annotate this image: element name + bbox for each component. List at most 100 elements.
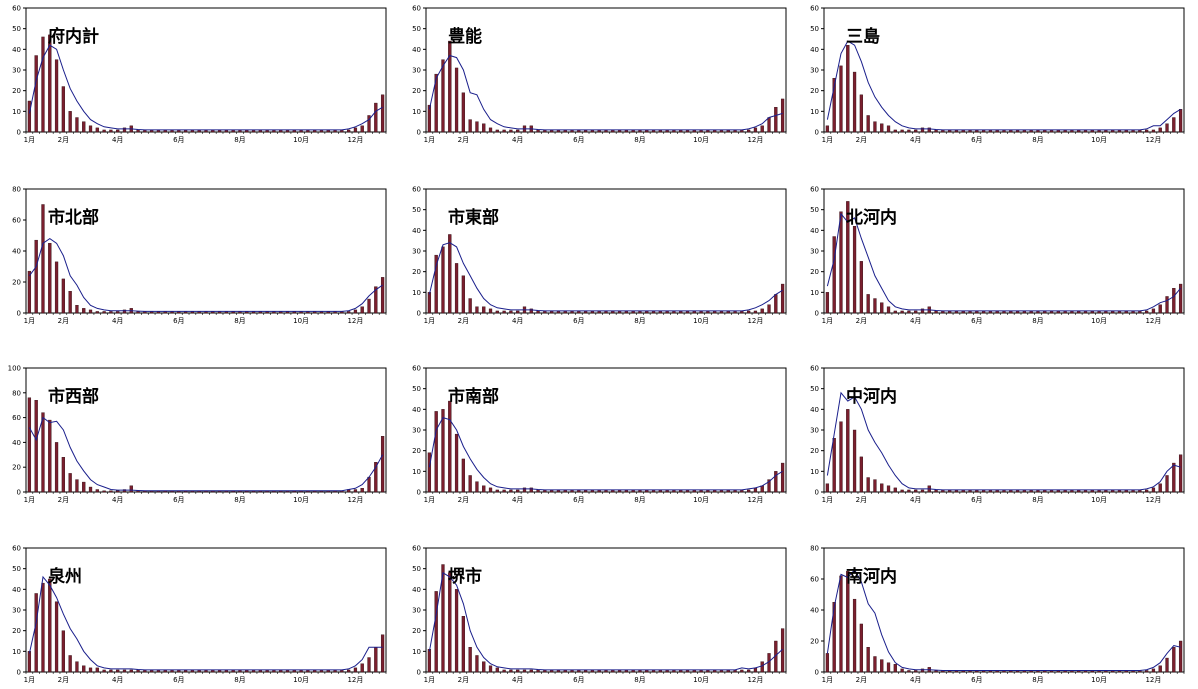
bar bbox=[68, 111, 72, 133]
bar bbox=[920, 127, 925, 133]
y-tick-label: 60 bbox=[412, 545, 421, 553]
bar bbox=[1178, 283, 1183, 314]
bar bbox=[68, 291, 72, 314]
bar bbox=[109, 311, 113, 314]
x-tick-label: 4月 bbox=[512, 317, 523, 325]
bar bbox=[488, 487, 493, 493]
x-tick-label: 6月 bbox=[971, 496, 982, 504]
y-tick-label: 40 bbox=[810, 406, 819, 414]
bar bbox=[448, 234, 452, 314]
bar bbox=[852, 598, 857, 673]
trend-line bbox=[28, 416, 384, 492]
bar bbox=[427, 292, 432, 314]
bar bbox=[34, 593, 38, 673]
bar bbox=[825, 125, 830, 133]
y-tick-label: 30 bbox=[12, 67, 21, 75]
bar bbox=[434, 254, 438, 314]
bar bbox=[353, 309, 358, 314]
x-tick-label: 8月 bbox=[234, 676, 245, 684]
bar bbox=[482, 123, 486, 133]
bar bbox=[136, 129, 140, 133]
bar bbox=[753, 310, 758, 314]
bar bbox=[82, 308, 86, 314]
plot-frame bbox=[25, 7, 387, 133]
x-tick-label: 2月 bbox=[58, 496, 69, 504]
bar bbox=[495, 129, 499, 133]
chart-panel: 0 10 20 30 40 50 60 1月 2月 4月 6月 8月 10月 12月 中河内 bbox=[810, 365, 1185, 504]
bar bbox=[832, 78, 836, 133]
bar bbox=[886, 125, 891, 133]
plot-frame bbox=[25, 188, 387, 314]
bar bbox=[88, 486, 93, 493]
bar bbox=[441, 409, 445, 493]
bar bbox=[852, 71, 857, 133]
y-tick-label: 0 bbox=[417, 310, 421, 318]
bar bbox=[886, 662, 891, 673]
y-tick-label: 0 bbox=[17, 129, 21, 137]
bar bbox=[767, 479, 771, 493]
x-tick-label: 2月 bbox=[458, 317, 469, 325]
bar bbox=[116, 311, 120, 314]
x-tick-label: 1月 bbox=[24, 136, 35, 144]
x-tick-label: 12月 bbox=[747, 317, 763, 325]
y-tick-label: 20 bbox=[12, 279, 21, 287]
chart-panel: 0 10 20 30 40 50 60 1月 2月 4月 6月 8月 10月 12月 三島 bbox=[810, 5, 1185, 144]
bar bbox=[760, 308, 764, 314]
x-tick-label: 1月 bbox=[24, 676, 35, 684]
bar bbox=[95, 489, 99, 493]
y-tick-label: 20 bbox=[412, 268, 421, 276]
y-tick-label: 0 bbox=[815, 669, 819, 677]
y-tick-label: 20 bbox=[412, 627, 421, 635]
plot-frame bbox=[823, 7, 1185, 133]
bar bbox=[852, 225, 857, 314]
bar bbox=[900, 668, 904, 673]
bar bbox=[839, 65, 843, 133]
bar bbox=[747, 669, 751, 673]
bar bbox=[907, 489, 911, 493]
x-tick-label: 12月 bbox=[1145, 317, 1161, 325]
y-tick-label: 30 bbox=[412, 248, 421, 256]
bar bbox=[48, 419, 52, 493]
bar bbox=[1172, 647, 1176, 673]
x-tick-label: 4月 bbox=[112, 136, 123, 144]
bar bbox=[1172, 117, 1176, 133]
bar bbox=[1145, 310, 1149, 314]
y-tick-label: 0 bbox=[815, 129, 819, 137]
bar bbox=[760, 485, 764, 493]
bar bbox=[825, 483, 830, 493]
y-tick-label: 30 bbox=[12, 607, 21, 615]
plot-frame bbox=[425, 367, 787, 493]
y-tick-label: 50 bbox=[810, 25, 819, 33]
y-tick-label: 40 bbox=[12, 586, 21, 594]
x-tick-label: 2月 bbox=[856, 136, 867, 144]
y-tick-label: 20 bbox=[810, 268, 819, 276]
chart-title: 市西部 bbox=[48, 386, 99, 407]
chart-title: 市北部 bbox=[48, 207, 99, 228]
y-tick-label: 60 bbox=[810, 576, 819, 584]
y-tick-label: 100 bbox=[8, 365, 21, 373]
y-tick-label: 60 bbox=[412, 186, 421, 194]
y-tick-label: 10 bbox=[412, 108, 421, 116]
y-tick-label: 40 bbox=[412, 46, 421, 54]
x-tick-label: 1月 bbox=[424, 136, 435, 144]
x-tick-label: 6月 bbox=[173, 676, 184, 684]
bar bbox=[522, 669, 527, 673]
y-tick-label: 20 bbox=[810, 87, 819, 95]
x-tick-label: 8月 bbox=[1032, 676, 1043, 684]
trend-line bbox=[428, 417, 783, 491]
bar bbox=[900, 489, 904, 493]
x-tick-label: 1月 bbox=[822, 317, 833, 325]
x-tick-label: 10月 bbox=[293, 676, 309, 684]
plot-frame bbox=[823, 367, 1185, 493]
bar bbox=[846, 201, 850, 314]
x-tick-label: 6月 bbox=[971, 136, 982, 144]
bar bbox=[48, 243, 52, 314]
bar bbox=[95, 311, 99, 314]
y-tick-label: 0 bbox=[17, 310, 21, 318]
bar bbox=[41, 204, 45, 314]
y-tick-label: 0 bbox=[417, 489, 421, 497]
x-tick-label: 10月 bbox=[1091, 317, 1107, 325]
bar bbox=[880, 659, 884, 673]
y-tick-label: 80 bbox=[810, 545, 819, 553]
bar bbox=[907, 310, 911, 314]
